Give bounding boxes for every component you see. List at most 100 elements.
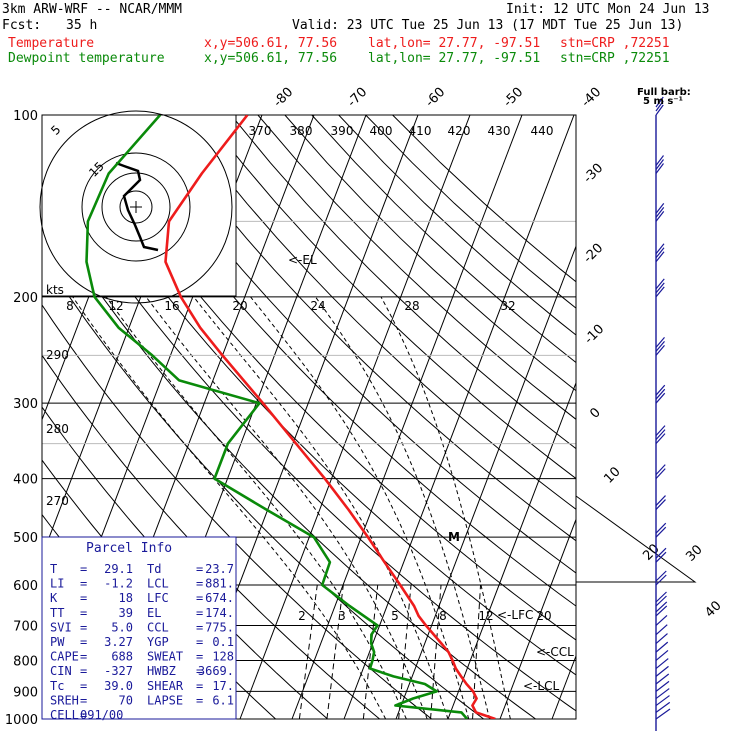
wind-barb — [655, 425, 666, 445]
mixing-ratio-label: 2 — [298, 609, 306, 623]
temperature-legend-stn: stn=CRP ,72251 — [560, 36, 670, 51]
wind-barb — [655, 658, 669, 670]
wind-barb-flag — [655, 680, 670, 692]
wind-barb — [655, 695, 670, 707]
isotherm-label: 0 — [587, 405, 603, 421]
moist-adiabat-line — [250, 296, 470, 719]
dewpoint-legend-latlon: lat,lon= 27.77, -97.51 — [368, 51, 541, 66]
wind-barb-flag — [655, 650, 669, 661]
dry-adiabat-label: 270 — [46, 494, 69, 508]
parcel-field-value: 674. — [205, 591, 234, 605]
mixing-ratio-label: 20 — [232, 299, 247, 313]
isotherm-label: 10 — [601, 464, 623, 486]
mixing-ratio-label: 5 — [391, 609, 399, 623]
wind-barb — [655, 570, 667, 586]
wind-barb-flag — [655, 641, 669, 653]
wind-barb-flag — [655, 344, 665, 356]
temperature-legend-xy: x,y=506.61, 77.56 — [204, 36, 338, 51]
wind-barb — [655, 673, 670, 685]
isotherm-line — [343, 115, 575, 719]
parcel-field-equals: = — [80, 635, 87, 649]
parcel-field-equals: = — [80, 693, 87, 707]
mixing-ratio-label: 12 — [108, 299, 123, 313]
pressure-label: 100 — [13, 109, 38, 124]
temperature-legend-latlon: lat,lon= 27.77, -97.51 — [368, 36, 541, 51]
parcel-field-name: LFC — [147, 591, 169, 605]
dewpoint-profile-line — [85, 115, 469, 719]
parcel-field-name: CELL — [50, 708, 79, 722]
wind-barb-flag — [655, 429, 666, 441]
isotherm-label: -50 — [501, 85, 527, 111]
wind-barb — [655, 547, 667, 563]
wind-barb-flag — [655, 570, 667, 582]
parcel-field-value: 3669. — [198, 664, 234, 678]
parcel-field-name: PW — [50, 635, 65, 649]
wind-barb — [655, 243, 665, 263]
wind-barb-flag — [655, 499, 666, 510]
plot-border — [41, 114, 577, 720]
parcel-field-name: SVI — [50, 620, 72, 634]
wind-barb — [655, 202, 665, 222]
parcel-field-name: TT — [50, 606, 64, 620]
parcel-field-equals: = — [80, 664, 87, 678]
dry-adiabat-line — [149, 115, 576, 542]
wind-barb — [655, 641, 669, 653]
lcl-level-label: <-LCL — [523, 679, 559, 693]
parcel-field-equals: = — [80, 562, 87, 576]
parcel-field-name: SWEAT — [147, 650, 183, 664]
lfc-level-label: <-LFC — [497, 608, 533, 622]
wind-barb-flag — [655, 614, 668, 626]
wind-barb — [655, 522, 667, 538]
mixing-ratio-label: 8 — [439, 609, 447, 623]
moist-adiabat-marker: M — [448, 530, 460, 544]
isotherm-label: -30 — [581, 161, 607, 187]
parcel-field-name: Tc — [50, 679, 64, 693]
parcel-field-equals: = — [196, 591, 203, 605]
parcel-field-value: 18 — [119, 591, 133, 605]
mixing-ratio-line — [362, 584, 379, 719]
pressure-label: 900 — [13, 685, 38, 700]
wind-barb-flag — [655, 278, 665, 290]
parcel-field-value: 6.1 — [212, 693, 234, 707]
pressure-label: 400 — [13, 473, 38, 488]
hodograph-trace — [115, 161, 159, 252]
parcel-field-value: 23.7 — [205, 562, 234, 576]
moist-adiabat-line — [314, 296, 491, 719]
parcel-field-equals: = — [80, 577, 87, 591]
wind-barb-flag — [655, 163, 664, 174]
parcel-field-value: 5.0 — [111, 620, 133, 634]
dry-adiabat-line — [365, 115, 576, 309]
wind-barb — [655, 633, 668, 644]
parcel-field-equals: = — [196, 635, 203, 649]
wind-barb-flag — [655, 336, 665, 348]
parcel-field-value: 29.1 — [104, 562, 133, 576]
wind-barb-flag — [655, 384, 666, 396]
dewpoint-legend-xy: x,y=506.61, 77.56 — [204, 51, 338, 66]
wind-barb-flag — [655, 665, 669, 677]
valid-time: Valid: 23 UTC Tue 25 Jun 13 (17 MDT Tue … — [292, 18, 684, 33]
wind-barb-flag — [655, 495, 666, 506]
parcel-field-equals: = — [80, 620, 87, 634]
isotherm-label: 30 — [683, 542, 705, 564]
mixing-ratio-label: 32 — [500, 299, 515, 313]
barb-legend-line-2: 5 m s⁻¹ — [643, 96, 683, 107]
plot-corner-edge — [575, 495, 697, 583]
mixing-ratio-line — [398, 584, 412, 719]
pressure-label: 700 — [13, 619, 38, 634]
wind-barb-column — [655, 96, 671, 731]
forecast-hour: 35 h — [66, 18, 98, 33]
wind-barb — [655, 624, 668, 636]
isotherm-line — [291, 115, 523, 719]
wind-barb-flag — [655, 243, 665, 255]
barb-legend-line-1: Full barb: — [637, 87, 691, 98]
pressure-label: 500 — [13, 531, 38, 546]
wind-barb-flag — [655, 282, 665, 294]
parcel-field-name: K — [50, 591, 58, 605]
theta-label: 400 — [370, 124, 393, 138]
parcel-field-equals: = — [80, 591, 87, 605]
wind-barb-flag — [655, 658, 669, 670]
mixing-ratio-label: 28 — [404, 299, 419, 313]
wind-barb-flag — [655, 392, 666, 404]
pressure-label: 600 — [13, 579, 38, 594]
parcel-field-value: 39.0 — [104, 679, 133, 693]
